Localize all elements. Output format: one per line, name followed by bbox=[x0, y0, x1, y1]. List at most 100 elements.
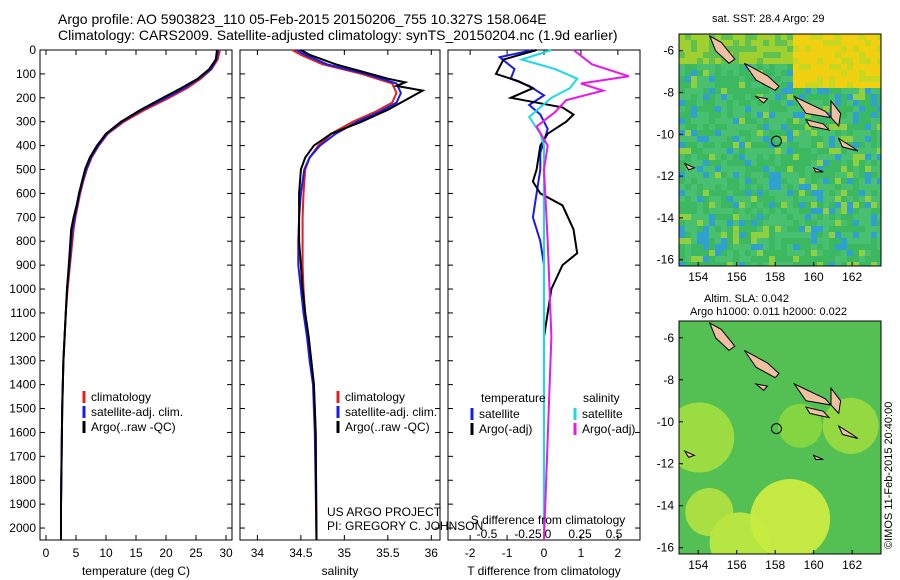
y-tick-label: 1900 bbox=[9, 497, 36, 511]
y-tick-label: 0 bbox=[29, 43, 36, 57]
y-tick-label: 300 bbox=[16, 115, 36, 129]
float-position-marker bbox=[770, 423, 782, 435]
map-x-tick-label: 162 bbox=[842, 558, 862, 572]
island bbox=[708, 34, 736, 64]
x-tick-label: 34 bbox=[251, 546, 265, 560]
map-x-tick-label: 158 bbox=[765, 558, 785, 572]
x-tick-label: 5 bbox=[73, 546, 80, 560]
y-tick-label: 1300 bbox=[9, 354, 36, 368]
island bbox=[830, 99, 842, 128]
legend-entry: climatology bbox=[345, 390, 405, 404]
map-x-tick-label: 154 bbox=[688, 558, 708, 572]
map-y-tick-label: -14 bbox=[657, 211, 675, 225]
map-y-tick-label: -10 bbox=[657, 415, 675, 429]
map-y-tick-label: -6 bbox=[663, 44, 674, 58]
sla-map: 154 156 158 160 162 -6 -8 -10 -12 -14 -16 bbox=[657, 320, 882, 572]
y-tick-label: 1500 bbox=[9, 402, 36, 416]
sst-map-title: sat. SST: 28.4 Argo: 29 bbox=[712, 13, 825, 25]
map-x-tick-label: 154 bbox=[688, 270, 708, 284]
map-x-tick-label: 160 bbox=[804, 270, 824, 284]
map-x-tick-label: 156 bbox=[727, 270, 747, 284]
y-tick-label: 2000 bbox=[9, 521, 36, 535]
y-tick-label: 500 bbox=[16, 163, 36, 177]
legend-entry: Argo(..raw -QC) bbox=[91, 420, 176, 434]
island bbox=[708, 321, 736, 352]
map-frame bbox=[678, 33, 882, 267]
panel-salinity: 34 34.5 35 35.5 36 salinity climatologysatelli… bbox=[239, 49, 441, 578]
y-tick-label: 1100 bbox=[10, 306, 36, 320]
island bbox=[683, 162, 696, 171]
x-tick-label: -1 bbox=[502, 546, 513, 560]
y-tick-label: 800 bbox=[16, 234, 36, 248]
x-axis-label: T difference from climatology bbox=[467, 564, 621, 578]
x-tick-label: 2 bbox=[615, 546, 622, 560]
x-tick-label: 10 bbox=[99, 546, 113, 560]
x-tick-label: 30 bbox=[219, 546, 233, 560]
y-tick-label: 200 bbox=[16, 91, 36, 105]
map-y-tick-label: -6 bbox=[663, 331, 674, 345]
legend-heading: salinity bbox=[583, 391, 620, 405]
map-frame bbox=[678, 320, 882, 555]
x-tick-label: 20 bbox=[159, 546, 173, 560]
legend-entry: satellite bbox=[582, 407, 623, 421]
x-tick-label: 34.5 bbox=[289, 546, 313, 560]
y-tick-label: 1400 bbox=[9, 378, 36, 392]
y-tick-label: 100 bbox=[16, 67, 36, 81]
map-field bbox=[679, 321, 881, 554]
panel-temperature: 0 5 10 15 20 25 30 temperature (deg C) 0 100 200 30… bbox=[9, 43, 233, 578]
legend-entry: satellite-adj. clim. bbox=[91, 405, 183, 419]
island bbox=[830, 386, 842, 415]
map-y-tick-label: -12 bbox=[657, 169, 675, 183]
y-tick-label: 900 bbox=[16, 258, 36, 272]
island bbox=[837, 424, 859, 439]
legend-entry: satellite bbox=[479, 407, 520, 421]
x-tick-label: 35.5 bbox=[376, 546, 400, 560]
map-field bbox=[679, 34, 881, 266]
x-tick-label: 1 bbox=[578, 546, 585, 560]
map-x-tick-label: 156 bbox=[727, 558, 747, 572]
map-y-tick-label: -10 bbox=[657, 127, 675, 141]
map-x-tick-label: 162 bbox=[842, 270, 862, 284]
island bbox=[812, 454, 824, 460]
island bbox=[754, 95, 769, 104]
sla-map-title-line-1: Altim. SLA: 0.042 bbox=[704, 293, 789, 305]
map-y-tick-label: -8 bbox=[663, 373, 674, 387]
plot-frame bbox=[39, 49, 233, 541]
island bbox=[804, 406, 831, 419]
annotation-project: US ARGO PROJECT bbox=[327, 505, 442, 519]
x-axis-label: temperature (deg C) bbox=[82, 564, 190, 578]
x-tick-label: 36 bbox=[425, 546, 439, 560]
y-tick-label: 1200 bbox=[9, 330, 36, 344]
annotation-pi: PI: GREGORY C. JOHNSON bbox=[327, 519, 483, 533]
top-tick-label: -0.5 bbox=[477, 527, 498, 541]
top-tick-label: -0.25 bbox=[514, 527, 542, 541]
series-line-salinity-satellite bbox=[518, 49, 579, 540]
y-tick-label: 1600 bbox=[9, 425, 36, 439]
map-x-tick-label: 160 bbox=[804, 558, 824, 572]
map-x-tick-label: 158 bbox=[765, 270, 785, 284]
series-line-satellite-adj-clim- bbox=[60, 49, 220, 540]
y-tick-label: 700 bbox=[16, 210, 36, 224]
series-line-satellite-adj-clim- bbox=[296, 49, 403, 541]
series-line-climatology bbox=[60, 49, 221, 540]
top-tick-label: 0.25 bbox=[568, 527, 592, 541]
island bbox=[683, 450, 696, 459]
x-tick-label: 15 bbox=[129, 546, 143, 560]
map-y-tick-label: -16 bbox=[657, 253, 675, 267]
panel-differences: -2 -1 0 1 2 T difference from climatology temp… bbox=[447, 49, 641, 578]
island bbox=[743, 349, 780, 379]
legend-heading: temperature bbox=[481, 391, 546, 405]
top-tick-label: 0.5 bbox=[606, 527, 623, 541]
y-tick-label: 1800 bbox=[9, 473, 36, 487]
island bbox=[754, 383, 769, 391]
legend-entry: Argo(-adj) bbox=[479, 422, 532, 436]
x-tick-label: -2 bbox=[465, 546, 476, 560]
x-tick-label: 35 bbox=[338, 546, 352, 560]
island bbox=[804, 118, 831, 131]
x-tick-label: 0 bbox=[43, 546, 50, 560]
y-tick-label: 600 bbox=[16, 186, 36, 200]
sla-map-title-line-2: Argo h1000: 0.011 h2000: 0.022 bbox=[690, 306, 847, 318]
y-tick-label: 1000 bbox=[9, 282, 36, 296]
chart-title-line-1: Argo profile: AO 5903823_110 05-Feb-2015… bbox=[58, 11, 547, 27]
